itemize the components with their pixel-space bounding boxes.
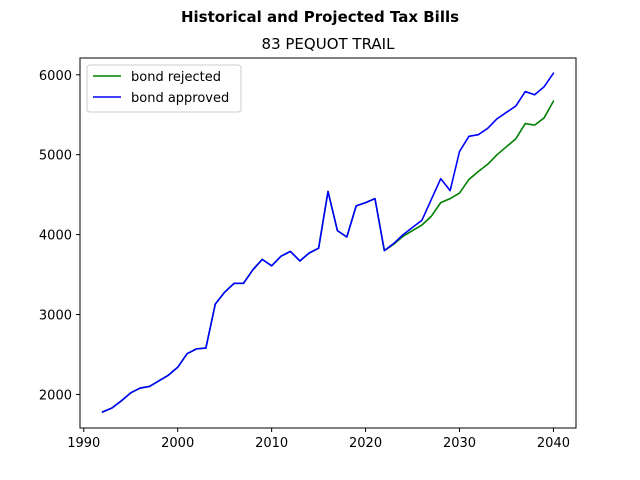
x-tick-label: 2040 (537, 436, 570, 451)
x-tick-label: 1990 (67, 436, 100, 451)
y-tick-label: 6000 (39, 69, 72, 84)
x-tick-label: 2020 (349, 436, 382, 451)
chart-title: 83 PEQUOT TRAIL (262, 35, 396, 53)
series-line-1 (101, 72, 555, 413)
y-tick-label: 4000 (39, 229, 72, 244)
legend: bond rejected bond approved (86, 64, 242, 113)
y-tick-label: 2000 (39, 388, 72, 403)
chart-suptitle: Historical and Projected Tax Bills (181, 8, 459, 26)
y-tick-label: 5000 (39, 149, 72, 164)
plot-area-frame (79, 57, 577, 429)
x-tick-label: 2010 (255, 436, 288, 451)
y-tick-label: 3000 (39, 309, 72, 324)
x-tick-label: 2000 (161, 436, 194, 451)
x-axis: 1990 2000 2010 2020 2030 2040 (67, 428, 570, 451)
legend-label-1: bond approved (131, 91, 229, 106)
y-axis: 2000 3000 4000 5000 6000 (39, 69, 80, 403)
legend-box (86, 64, 242, 113)
series-layer (101, 72, 555, 413)
legend-label-0: bond rejected (131, 70, 221, 85)
x-tick-label: 2030 (443, 436, 476, 451)
series-line-0 (101, 100, 555, 413)
